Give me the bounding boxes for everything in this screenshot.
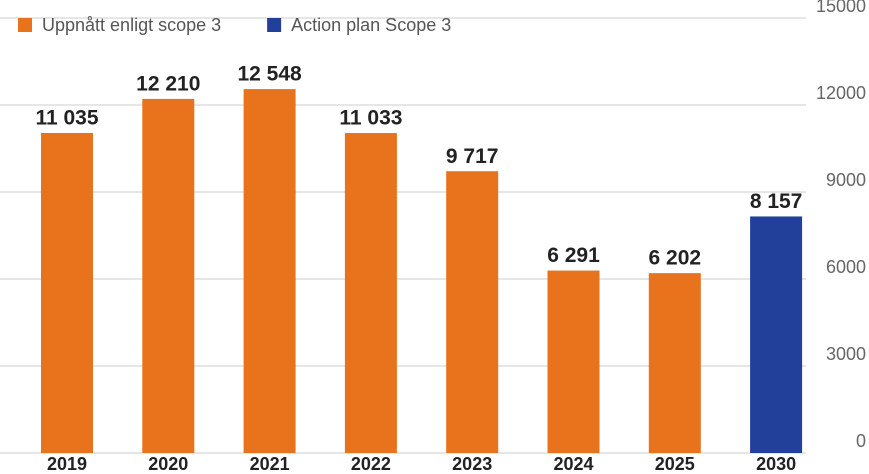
bar (243, 89, 296, 453)
x-tick-label: 2023 (452, 454, 492, 474)
bar (547, 270, 600, 453)
bar (41, 132, 93, 454)
bar (446, 171, 499, 453)
value-label: 11 033 (339, 107, 402, 130)
legend-swatch (267, 18, 282, 32)
value-label: 6 202 (649, 247, 702, 270)
x-tick-label: 2024 (553, 454, 593, 474)
bar (750, 216, 803, 453)
y-tick-label: 3000 (826, 344, 866, 364)
x-tick-label: 2022 (351, 454, 391, 474)
y-tick-label: 0 (856, 431, 866, 451)
bar (142, 98, 195, 453)
value-label: 12 548 (237, 63, 302, 86)
value-label: 12 210 (136, 72, 200, 95)
y-tick-label: 9000 (826, 170, 866, 190)
x-tick-label: 2020 (148, 454, 188, 474)
bar (344, 133, 397, 453)
legend-label: Uppnått enligt scope 3 (42, 15, 221, 35)
value-label: 9 717 (446, 145, 499, 168)
x-tick-label: 2030 (756, 454, 796, 474)
x-tick-label: 2025 (655, 454, 695, 474)
value-label: 6 291 (547, 244, 600, 267)
bar (648, 273, 701, 453)
y-tick-label: 15000 (816, 0, 866, 16)
y-tick-label: 12000 (816, 83, 866, 103)
x-tick-label: 2019 (47, 454, 87, 474)
value-label: 8 157 (750, 190, 803, 213)
x-tick-label: 2021 (250, 454, 290, 474)
legend-swatch (18, 18, 32, 32)
value-label: 11 035 (35, 107, 98, 130)
legend-label: Action plan Scope 3 (291, 15, 451, 35)
y-tick-label: 6000 (826, 257, 866, 277)
